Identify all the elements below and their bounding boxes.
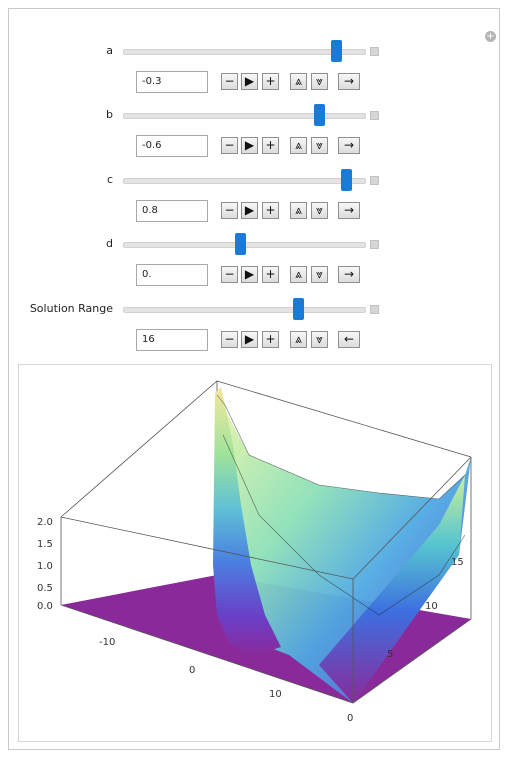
y-tick-label: 5 — [387, 649, 393, 660]
direction-button[interactable]: → — [338, 73, 360, 90]
decrement-button[interactable]: − — [221, 202, 238, 219]
value-input[interactable]: 0.8 — [136, 200, 208, 222]
slider-track[interactable] — [123, 233, 366, 255]
decrement-button[interactable]: − — [221, 137, 238, 154]
slider-thumb[interactable] — [314, 104, 325, 126]
slider-toggle-button[interactable] — [370, 176, 379, 185]
increment-button[interactable]: + — [262, 266, 279, 283]
faster-button[interactable]: ⩓ — [290, 73, 307, 90]
faster-button[interactable]: ⩓ — [290, 331, 307, 348]
increment-button[interactable]: + — [262, 331, 279, 348]
slower-button[interactable]: ⩔ — [311, 137, 328, 154]
x-axis-ticks: -10 0 10 — [99, 637, 282, 700]
plot-frame: 2.0 1.5 1.0 0.5 0.0 -10 0 10 15 10 5 0 — [18, 364, 492, 742]
value-input[interactable]: -0.6 — [136, 135, 208, 157]
slider-thumb[interactable] — [235, 233, 246, 255]
decrement-button[interactable]: − — [221, 266, 238, 283]
slower-button[interactable]: ⩔ — [311, 331, 328, 348]
slower-button[interactable]: ⩔ — [311, 73, 328, 90]
surface-plot[interactable]: 2.0 1.5 1.0 0.5 0.0 -10 0 10 15 10 5 0 — [19, 365, 491, 741]
ridge-edges — [216, 394, 466, 616]
slider-label: d — [106, 237, 113, 250]
slider-toggle-button[interactable] — [370, 305, 379, 314]
slider-thumb[interactable] — [331, 40, 342, 62]
z-tick-label: 2.0 — [37, 517, 53, 528]
slider-label: Solution Range — [29, 302, 113, 315]
slider-track[interactable] — [123, 104, 366, 126]
slider-toggle-button[interactable] — [370, 240, 379, 249]
slider-label: c — [106, 173, 113, 186]
increment-button[interactable]: + — [262, 73, 279, 90]
decrement-button[interactable]: − — [221, 73, 238, 90]
increment-button[interactable]: + — [262, 137, 279, 154]
value-input[interactable]: 16 — [136, 329, 208, 351]
direction-button[interactable]: → — [338, 137, 360, 154]
slower-button[interactable]: ⩔ — [311, 266, 328, 283]
direction-button[interactable]: → — [338, 202, 360, 219]
slider-thumb[interactable] — [293, 298, 304, 320]
play-button[interactable]: ▶ — [241, 137, 258, 154]
slider-track[interactable] — [123, 169, 366, 191]
slower-button[interactable]: ⩔ — [311, 202, 328, 219]
decrement-button[interactable]: − — [221, 331, 238, 348]
z-tick-label: 0.0 — [37, 601, 53, 612]
y-tick-label: 15 — [451, 557, 464, 568]
value-input[interactable]: 0. — [136, 264, 208, 286]
play-button[interactable]: ▶ — [241, 73, 258, 90]
x-tick-label: -10 — [99, 637, 115, 648]
direction-button[interactable]: ← — [338, 331, 360, 348]
faster-button[interactable]: ⩓ — [290, 266, 307, 283]
x-tick-label: 10 — [269, 689, 282, 700]
slider-label: a — [106, 44, 113, 57]
surface-right-band — [319, 475, 465, 703]
slider-toggle-button[interactable] — [370, 47, 379, 56]
direction-button[interactable]: → — [338, 266, 360, 283]
slider-toggle-button[interactable] — [370, 111, 379, 120]
bounding-box-front — [60, 456, 472, 704]
z-tick-label: 1.0 — [37, 561, 53, 572]
slider-track[interactable] — [123, 40, 366, 62]
slider-label: b — [106, 108, 113, 121]
z-tick-label: 0.5 — [37, 583, 53, 594]
y-tick-label: 0 — [347, 713, 353, 724]
slider-track[interactable] — [123, 298, 366, 320]
increment-button[interactable]: + — [262, 202, 279, 219]
play-button[interactable]: ▶ — [241, 331, 258, 348]
z-tick-label: 1.5 — [37, 539, 53, 550]
faster-button[interactable]: ⩓ — [290, 137, 307, 154]
options-plus-icon[interactable]: + — [485, 31, 496, 42]
slider-thumb[interactable] — [341, 169, 352, 191]
value-input[interactable]: -0.3 — [136, 71, 208, 93]
faster-button[interactable]: ⩓ — [290, 202, 307, 219]
surface-ridge — [213, 387, 281, 657]
y-axis-ticks: 15 10 5 0 — [347, 557, 464, 724]
play-button[interactable]: ▶ — [241, 202, 258, 219]
play-button[interactable]: ▶ — [241, 266, 258, 283]
z-axis-ticks: 2.0 1.5 1.0 0.5 0.0 — [37, 517, 53, 612]
x-tick-label: 0 — [189, 665, 195, 676]
y-tick-label: 10 — [425, 601, 438, 612]
